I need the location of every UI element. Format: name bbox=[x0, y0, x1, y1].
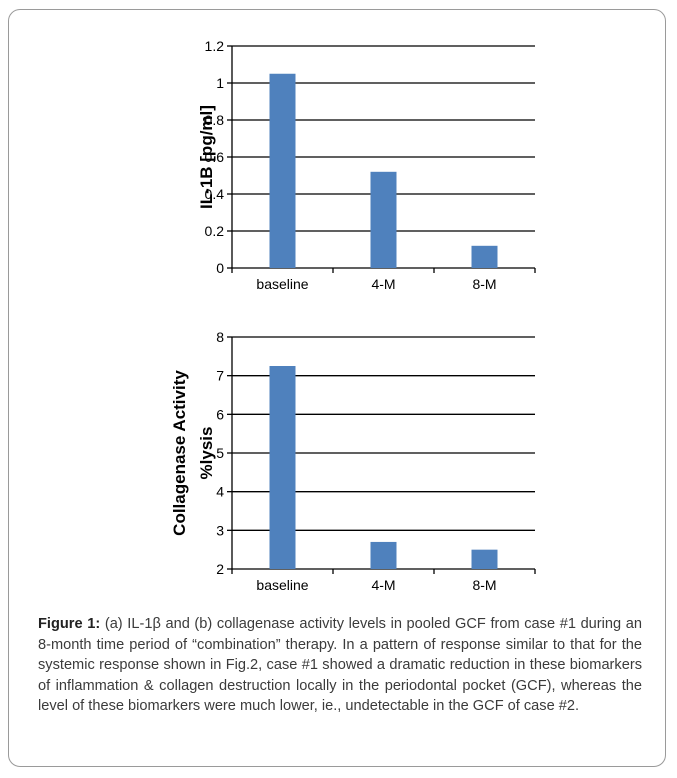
chart-il1b: 0 0.2 0.4 0.6 0.8 1 1.2 baseline 4-M 8-M IL-1B [pg… bbox=[197, 38, 536, 292]
bar-4-M bbox=[370, 541, 397, 569]
chart-collagenase: 2 3 4 5 6 7 8 baseline 4-M 8-M Collagenase Activit… bbox=[170, 329, 536, 593]
y-tick-label: 0 bbox=[216, 260, 224, 276]
bar-baseline bbox=[269, 366, 296, 569]
x-tick-label: baseline bbox=[256, 577, 308, 593]
y-tick-label: 0.6 bbox=[205, 149, 225, 165]
bar-8-M bbox=[471, 549, 498, 569]
figure-frame bbox=[8, 9, 666, 767]
y-tick-label: 0.4 bbox=[205, 186, 225, 202]
bar-4-M bbox=[370, 171, 397, 268]
y-axis-label: Collagenase Activity bbox=[170, 370, 189, 536]
x-tick-label: 8-M bbox=[472, 276, 496, 292]
x-tick-label: 4-M bbox=[371, 577, 395, 593]
y-tick-label: 2 bbox=[216, 561, 224, 577]
y-tick-label: 6 bbox=[216, 406, 224, 422]
y-tick-label: 7 bbox=[216, 368, 224, 384]
y-tick-label: 4 bbox=[216, 484, 224, 500]
y-tick-label: 1.2 bbox=[205, 38, 225, 54]
y-axis-label: %lysis bbox=[197, 427, 216, 480]
y-tick-label: 1 bbox=[216, 75, 224, 91]
y-tick-label: 0.2 bbox=[205, 223, 225, 239]
bar-baseline bbox=[269, 73, 296, 268]
bar-8-M bbox=[471, 245, 498, 268]
figure-caption: Figure 1: (a) IL-1β and (b) collagenase … bbox=[38, 614, 642, 717]
figure-caption-text: (a) IL-1β and (b) collagenase activity l… bbox=[38, 616, 642, 714]
figure-caption-label: Figure 1: bbox=[38, 616, 101, 632]
x-tick-label: 4-M bbox=[371, 276, 395, 292]
y-tick-label: 3 bbox=[216, 522, 224, 538]
x-tick-label: 8-M bbox=[472, 577, 496, 593]
y-tick-label: 0.8 bbox=[205, 112, 225, 128]
y-tick-label: 8 bbox=[216, 329, 224, 345]
y-axis-label: IL-1B [pg/ml] bbox=[197, 105, 216, 209]
y-tick-label: 5 bbox=[216, 445, 224, 461]
x-tick-label: baseline bbox=[256, 276, 308, 292]
